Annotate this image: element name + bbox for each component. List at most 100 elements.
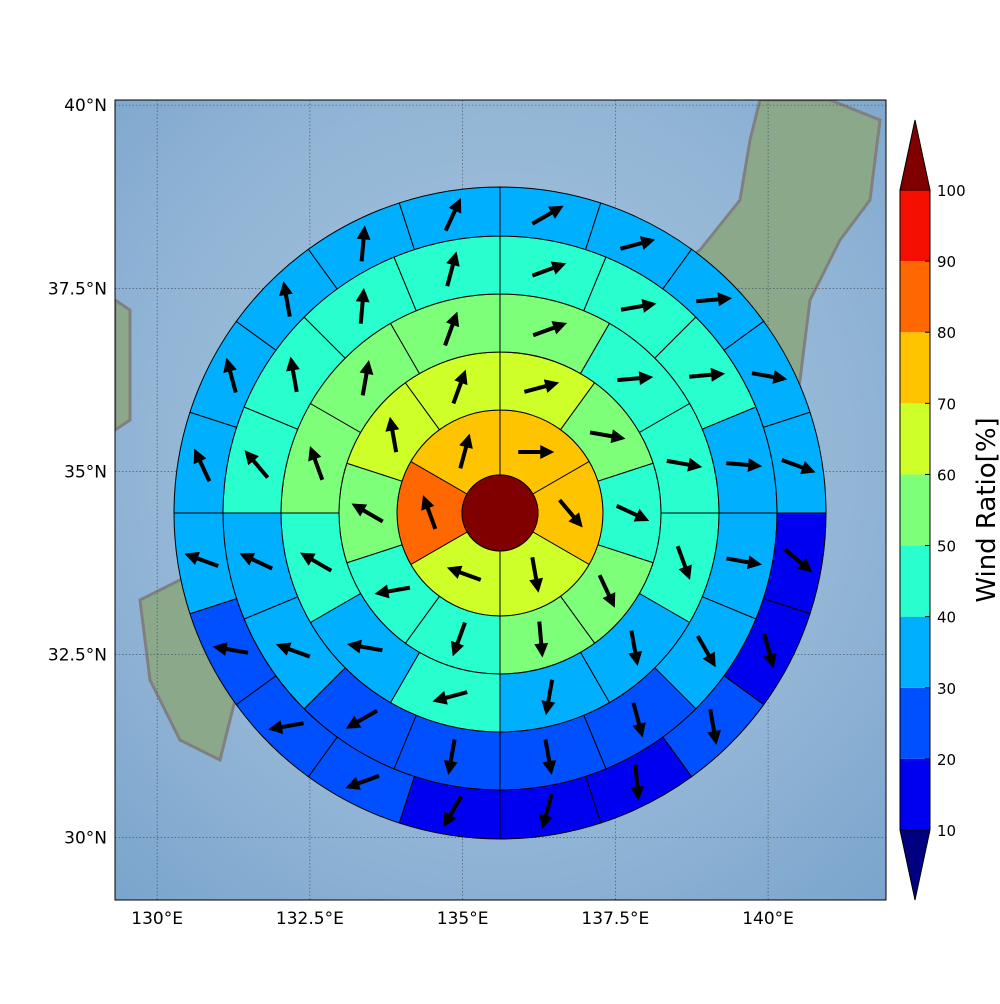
wind-arrow [345,773,380,790]
wind-arrow [531,261,567,278]
colorbar-tick-label: 70 [937,395,956,413]
x-tick-label: 135°E [437,909,489,929]
wind-arrow [631,702,646,738]
wind-arrow [726,555,762,570]
colorbar-tick-label: 20 [937,751,956,769]
wind-arrow [529,556,544,593]
wind-arrow [385,416,400,453]
y-tick-label: 32.5°N [48,646,107,666]
wind-arrow [783,547,813,573]
wind-arrow [421,495,438,530]
wind-arrow [726,458,763,473]
arrows [184,197,816,830]
wind-arrow [345,708,378,729]
wind-arrow [531,205,564,226]
y-tick-label: 30°N [64,829,107,849]
wind-arrow [620,299,657,313]
wind-arrow [275,642,311,659]
wind-arrow [443,197,462,232]
wind-arrow [707,709,721,745]
wind-arrow [432,690,468,705]
wind-arrow [630,764,645,801]
colorbar-tick-label: 40 [937,609,956,627]
ticks: 130°E 132.5°E 135°E 137.5°E 140°E 30°N 32.5°N 3… [48,96,794,929]
colorbar-over [899,119,931,191]
wind-arrow [450,621,467,657]
wind-arrow [532,321,568,338]
colorbar-bin [900,687,930,759]
wind-arrow [374,584,411,599]
y-tick-label: 40°N [64,96,107,116]
wind-arrow [695,635,716,668]
wind-arrow [541,679,556,716]
wind-arrow [212,642,249,656]
x-tick-label: 132.5°E [276,909,344,929]
wind-arrow [689,367,726,382]
wind-arrow [443,311,460,347]
colorbar-bin [900,545,930,617]
wind-arrow [666,457,703,472]
x-tick-label: 130°E [131,909,183,929]
wind-arrow [619,236,656,251]
wind-arrow [675,545,692,581]
wind-arrow [223,357,238,394]
wind-arrow [589,429,626,444]
wind-arrow [443,795,464,828]
wind-arrow [184,551,219,568]
colorbar-frame [899,189,931,831]
colorbar-tick-label: 60 [937,466,956,484]
colorbar-bin [900,474,930,546]
wind-arrow [268,720,304,734]
colorbar-label: Wind Ratio[%] [972,417,1000,602]
wind-arrow [458,433,473,469]
wind-arrow [781,458,816,475]
wind-arrow [356,225,371,262]
colorbar-tick-label: 30 [937,680,956,698]
wind-arrow [751,370,788,384]
x-tick-label: 137.5°E [581,909,649,929]
wind-arrow [279,281,293,317]
wind-arrow [523,379,560,394]
sectors [173,186,827,840]
wind-arrow [615,504,650,522]
colorbar: 10 20 30 40 50 60 70 80 90 100 [899,119,966,901]
wind-arrow [239,552,274,571]
colorbar-bin [900,403,930,475]
center-disk [461,474,539,552]
wind-arrow [300,552,333,573]
wind-arrow [355,287,370,324]
colorbar-tick-label: 90 [937,253,956,271]
colorbar-bin [900,332,930,404]
wind-arrow [628,630,643,667]
korea [115,298,132,432]
wind-arrow [597,574,616,608]
wind-arrow [534,621,549,658]
y-tick-label: 37.5°N [48,279,107,299]
wind-arrow [762,632,777,669]
wind-arrow [617,371,654,386]
wind-arrow [542,739,557,775]
colorbar-tick-label: 80 [937,324,956,342]
wind-arrow [518,444,555,459]
wind-arrow [286,356,300,393]
colorbar-under [899,829,931,901]
x-tick-label: 140°E [742,909,794,929]
wind-arrow [346,639,383,654]
axes-frame [114,99,887,901]
colorbar-bin [900,190,930,262]
wind-arrow [193,448,212,483]
colorbar-tick-label: 50 [937,538,956,556]
wind-arrow [308,445,325,481]
wind-arrow [446,565,482,582]
wind-arrow [351,503,384,524]
wind-arrow [539,793,554,830]
wind-arrow [443,739,458,775]
wind-arrow [445,251,460,287]
wind-arrow [451,369,468,405]
y-tick-label: 35°N [64,462,107,482]
colorbar-bin [900,758,930,830]
colorbar-tick-label: 10 [937,822,956,840]
colorbar-bin [900,616,930,688]
wind-arrow [244,450,270,479]
